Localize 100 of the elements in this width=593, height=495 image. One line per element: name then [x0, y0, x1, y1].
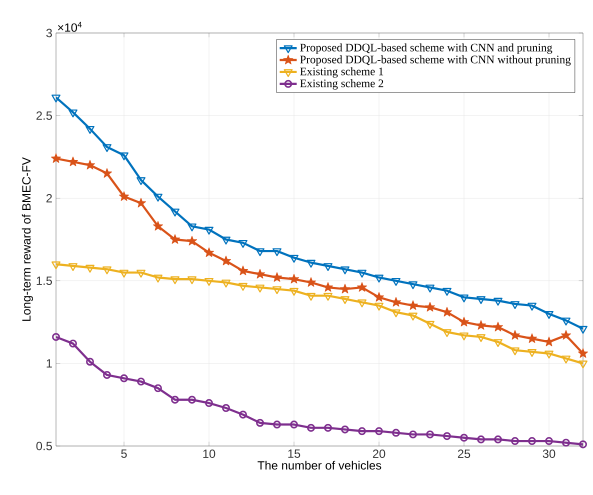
point — [544, 311, 554, 319]
point — [238, 240, 248, 248]
point — [188, 276, 196, 284]
y-tick-label: 2.5 — [36, 111, 52, 120]
point — [374, 302, 384, 311]
point — [188, 223, 196, 232]
point — [86, 358, 94, 366]
point — [307, 424, 315, 432]
legend-label: Proposed DDQL-based scheme with CNN without pruning — [300, 55, 571, 66]
point — [152, 221, 164, 231]
point — [510, 301, 520, 310]
point — [477, 435, 485, 444]
point — [408, 312, 418, 321]
point — [103, 370, 111, 379]
point — [170, 208, 180, 216]
point — [170, 234, 180, 244]
point — [186, 236, 198, 246]
point — [460, 434, 468, 442]
point — [460, 332, 468, 340]
point — [544, 350, 554, 359]
point — [375, 427, 383, 436]
point — [458, 316, 470, 326]
point — [102, 168, 112, 178]
point — [409, 430, 417, 438]
point — [120, 374, 128, 382]
point — [204, 226, 214, 235]
point — [306, 260, 316, 268]
point — [118, 191, 130, 201]
point — [222, 280, 230, 288]
legend-label: Existing scheme 1 — [300, 67, 384, 78]
point — [205, 399, 213, 408]
point — [324, 424, 332, 432]
x-tick-label: 5 — [121, 450, 127, 458]
point — [220, 256, 232, 266]
point — [358, 427, 366, 436]
point — [204, 278, 214, 286]
point — [272, 286, 282, 294]
x-tick-label: 15 — [288, 450, 300, 458]
point — [288, 274, 300, 284]
point — [442, 288, 452, 296]
point — [340, 296, 350, 304]
point — [204, 247, 214, 258]
point — [528, 437, 536, 446]
point — [86, 126, 94, 134]
point — [426, 320, 434, 329]
point — [544, 336, 554, 346]
point — [136, 177, 146, 186]
point — [443, 432, 451, 440]
point — [560, 330, 572, 340]
point — [426, 430, 434, 438]
point — [188, 396, 196, 404]
point — [408, 281, 418, 290]
point — [154, 384, 162, 392]
point — [120, 270, 128, 278]
point — [68, 109, 78, 118]
legend-label: Proposed DDQL-based scheme with CNN and pruning — [300, 43, 552, 54]
point — [68, 263, 78, 272]
point — [460, 294, 468, 302]
point — [374, 292, 384, 302]
point — [137, 378, 145, 386]
point — [528, 302, 536, 311]
legend-label: Existing scheme 2 — [300, 79, 384, 90]
point — [358, 299, 366, 308]
point — [358, 270, 366, 278]
point — [136, 270, 146, 278]
point — [390, 296, 402, 307]
point — [273, 420, 281, 429]
point — [290, 420, 298, 429]
point — [222, 404, 230, 412]
point — [511, 437, 519, 446]
point — [340, 266, 350, 274]
point — [424, 302, 436, 312]
text: ×10$^{4}$ — [58, 22, 82, 32]
x-tick-label: 10 — [203, 450, 216, 458]
x-tick-label: 30 — [542, 450, 556, 458]
x-tick-label: 20 — [372, 450, 386, 458]
point — [340, 284, 350, 294]
point — [52, 94, 60, 103]
point — [476, 320, 486, 330]
point — [341, 425, 349, 434]
point — [408, 300, 418, 310]
y-tick-label: 1 — [46, 359, 52, 368]
point — [171, 396, 179, 404]
point — [306, 292, 316, 301]
point — [442, 329, 452, 338]
point — [154, 194, 162, 202]
point — [272, 248, 282, 256]
point — [492, 322, 504, 332]
point — [476, 296, 486, 304]
point — [578, 348, 588, 358]
point — [494, 339, 502, 348]
point — [374, 274, 384, 283]
point — [392, 309, 400, 318]
point — [510, 330, 520, 340]
point — [526, 333, 538, 343]
y-tick-label: 3 — [46, 28, 52, 38]
point — [256, 418, 264, 427]
point — [290, 254, 298, 263]
point — [494, 435, 502, 444]
y-tick-label: 0.5 — [36, 442, 52, 450]
